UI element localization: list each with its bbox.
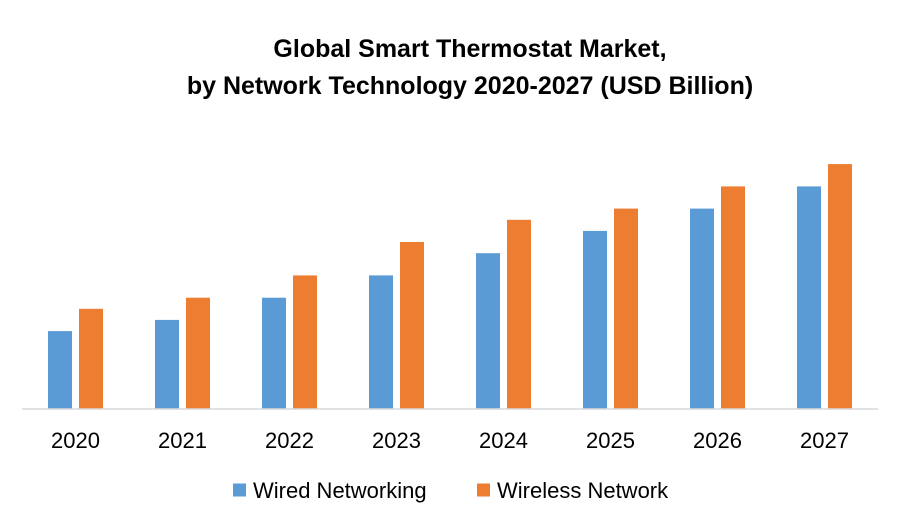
bar-wireless-network-2023 bbox=[400, 242, 424, 409]
bar-wired-networking-2023 bbox=[369, 275, 393, 409]
bar-wired-networking-2020 bbox=[48, 331, 72, 409]
x-tick-label-2025: 2025 bbox=[586, 428, 635, 453]
legend-swatch-wireless-network bbox=[477, 483, 490, 497]
legend-label-wired-networking: Wired Networking bbox=[253, 478, 427, 503]
bar-wireless-network-2021 bbox=[186, 297, 210, 409]
x-tick-label-2020: 2020 bbox=[51, 428, 100, 453]
legend: Wired Networking Wireless Network bbox=[233, 478, 669, 503]
x-tick-label-2026: 2026 bbox=[693, 428, 742, 453]
x-tick-label-2023: 2023 bbox=[372, 428, 421, 453]
bar-wired-networking-2024 bbox=[476, 253, 500, 409]
bars bbox=[48, 164, 852, 409]
legend-swatch-wired-networking bbox=[233, 483, 246, 497]
x-tick-label-2027: 2027 bbox=[800, 428, 849, 453]
x-tick-label-2024: 2024 bbox=[479, 428, 528, 453]
chart-title-line-2: by Network Technology 2020-2027 (USD Bil… bbox=[187, 72, 753, 100]
bar-wired-networking-2026 bbox=[690, 208, 714, 409]
bar-wired-networking-2025 bbox=[583, 230, 607, 409]
bar-wireless-network-2026 bbox=[721, 186, 745, 409]
bar-wireless-network-2025 bbox=[614, 208, 638, 409]
bar-wireless-network-2022 bbox=[293, 275, 317, 409]
bar-wired-networking-2027 bbox=[797, 186, 821, 409]
bar-wireless-network-2024 bbox=[507, 219, 531, 409]
chart-title-line-1: Global Smart Thermostat Market, bbox=[273, 35, 666, 63]
legend-label-wireless-network: Wireless Network bbox=[497, 478, 669, 503]
bar-wireless-network-2020 bbox=[79, 308, 103, 409]
x-tick-label-2022: 2022 bbox=[265, 428, 314, 453]
x-tick-labels: 2020 2021 2022 2023 2024 2025 2026 2027 bbox=[51, 428, 849, 453]
x-tick-label-2021: 2021 bbox=[158, 428, 207, 453]
bar-wireless-network-2027 bbox=[828, 164, 852, 409]
chart-title: Global Smart Thermostat Market, by Netwo… bbox=[187, 35, 753, 100]
bar-wired-networking-2021 bbox=[155, 319, 179, 409]
bar-wired-networking-2022 bbox=[262, 297, 286, 409]
